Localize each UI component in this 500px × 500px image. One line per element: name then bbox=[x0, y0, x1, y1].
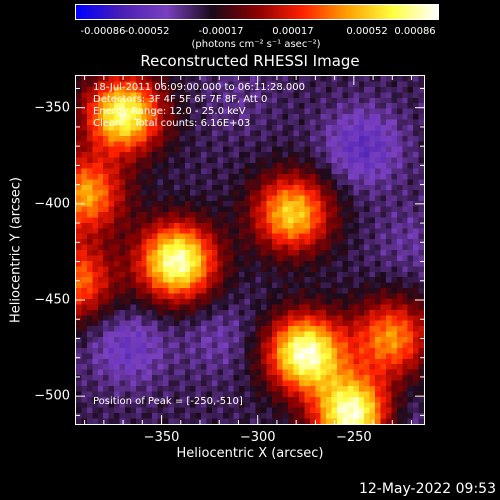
x-tick-label: −300 bbox=[239, 430, 276, 445]
y-tick-label: −450 bbox=[34, 292, 70, 308]
y-tick-label: −400 bbox=[34, 196, 70, 212]
annotation-method: Clean Total counts: 6.16E+03 bbox=[93, 118, 251, 129]
x-axis-label: Heliocentric X (arcsec) bbox=[176, 446, 324, 461]
annotation-energy-range: Energy Range: 12.0 - 25.0 keV bbox=[93, 106, 246, 117]
colorbar-tick-label: -0.00017 bbox=[198, 26, 244, 37]
heatmap-image bbox=[76, 76, 424, 424]
colorbar-tick-label: 0.00017 bbox=[272, 26, 314, 37]
annotation-peak-position: Position of Peak = [-250,-510] bbox=[93, 396, 243, 407]
x-tick-label: −250 bbox=[335, 430, 372, 445]
x-tick-label: −350 bbox=[143, 430, 180, 445]
colorbar bbox=[75, 4, 439, 20]
y-tick-label: −350 bbox=[34, 100, 70, 116]
annotation-detectors: Detectors: 3F 4F 5F 6F 7F 8F, Att 0 bbox=[93, 94, 268, 105]
colorbar-tick-label: -0.00086 bbox=[80, 26, 126, 37]
colorbar-tick-label: 0.00086 bbox=[394, 26, 436, 37]
colorbar-unit-label: (photons cm⁻² s⁻¹ asec⁻²) bbox=[191, 39, 321, 50]
plot-area bbox=[75, 75, 425, 425]
y-axis-label: Heliocentric Y (arcsec) bbox=[8, 177, 24, 323]
annotation-time-range: 18-Jul-2011 06:09:00.000 to 06:11:28.000 bbox=[93, 82, 305, 93]
colorbar-tick-label: 0.00052 bbox=[346, 26, 388, 37]
y-tick-label: −500 bbox=[34, 388, 70, 404]
timestamp: 12-May-2022 09:53 bbox=[358, 481, 496, 497]
colorbar-tick-label: -0.00052 bbox=[124, 26, 170, 37]
chart-title: Reconstructed RHESSI Image bbox=[140, 52, 360, 70]
